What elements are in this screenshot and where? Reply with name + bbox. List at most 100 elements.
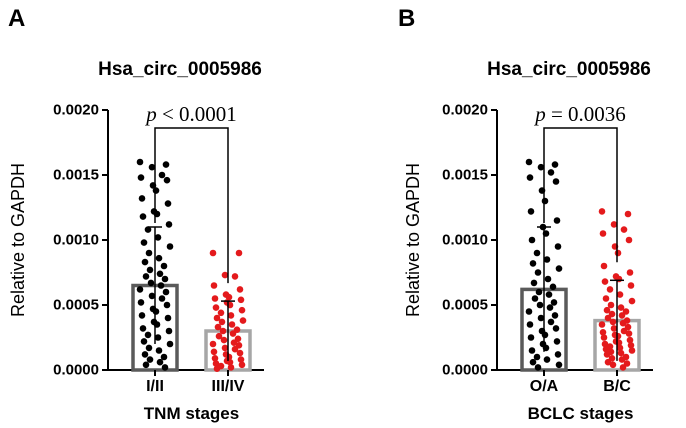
data-point [209,249,217,257]
data-point [220,336,228,344]
data-point [212,360,220,367]
data-point [530,279,538,287]
data-point [164,314,172,322]
data-point [552,178,560,185]
data-point [227,364,235,371]
data-point [531,295,539,302]
data-point [616,291,624,298]
data-point [236,349,244,357]
data-point [213,314,221,322]
data-point [162,161,170,168]
data-point [527,208,535,215]
data-point [141,258,149,266]
data-point [217,309,225,317]
data-point [549,283,557,291]
data-point [603,306,611,314]
data-point [227,312,235,319]
x-axis-label: TNM stages [144,404,239,423]
data-point [236,286,244,293]
data-point [529,260,537,267]
data-point [527,334,535,341]
data-point [534,269,542,276]
data-point [553,338,561,345]
data-point [528,347,536,354]
data-point [534,364,542,371]
data-point [614,249,622,257]
data-point [551,312,559,319]
data-point [228,321,236,328]
data-point [526,321,534,328]
y-tick-label: 0.0020 [53,102,99,119]
data-point [219,327,227,335]
data-point [155,254,163,262]
data-point [141,351,149,358]
data-point [138,312,146,319]
data-point [161,275,169,283]
data-point [620,226,628,233]
data-point [137,299,145,306]
data-point [229,330,237,337]
data-point [624,210,632,218]
p-symbol: p [533,102,546,126]
data-point [533,353,541,361]
data-point [602,295,610,302]
data-point [152,308,160,315]
p-symbol: p [144,102,157,126]
data-point [606,286,614,293]
data-point [155,347,163,354]
p-value-label: p = 0.0036 [533,102,626,126]
data-point [145,249,153,257]
data-point [598,321,606,328]
data-point [211,295,219,302]
data-point [156,270,164,278]
data-point [145,344,153,352]
data-point [214,323,222,331]
data-point [533,249,541,257]
data-point [599,230,607,237]
data-point [603,351,611,358]
data-point [552,325,560,332]
data-point [626,269,634,276]
data-point [152,187,160,194]
data-point [146,356,154,363]
p-value-text: < 0.0001 [157,102,237,126]
x-tick-label: I/II [146,378,164,395]
data-point [628,347,636,354]
data-point [537,314,545,322]
data-point [237,356,245,363]
data-point [600,262,608,270]
data-point [157,282,165,289]
data-point [165,221,173,228]
data-point [525,308,533,315]
data-point [547,169,555,176]
data-point [610,325,618,332]
data-point [215,332,223,340]
data-point [620,327,628,335]
data-point [616,344,624,352]
data-point [601,340,609,348]
data-point [210,282,218,289]
data-point [144,226,152,233]
data-point [554,243,562,250]
y-tick-label: 0.0005 [442,297,488,314]
data-point [136,286,144,293]
data-point [154,334,162,341]
y-tick-label: 0.0010 [53,232,99,249]
data-point [209,340,217,348]
data-point [165,327,173,335]
data-point [545,291,553,298]
y-tick-label: 0.0020 [442,102,488,119]
data-point [147,279,155,287]
data-point [551,161,559,168]
data-point [598,208,606,215]
data-point [237,296,245,304]
data-point [163,176,171,184]
significance-bracket [154,127,229,284]
data-point [599,329,607,336]
data-point [610,221,618,228]
data-point [625,236,633,244]
y-tick-label: 0.0015 [442,167,488,184]
data-point [148,163,156,171]
data-point [536,301,544,309]
